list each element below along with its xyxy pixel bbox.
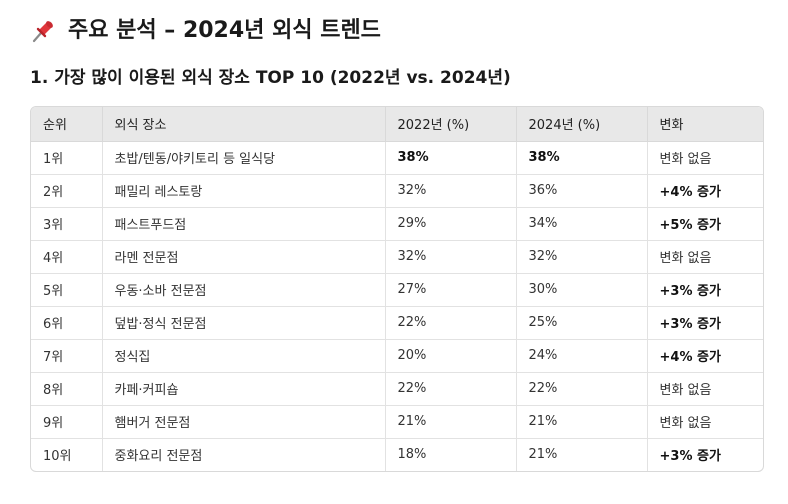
cell-rank: 8위 — [31, 372, 103, 406]
page-title-text: 주요 분석 – 2024년 외식 트렌드 — [68, 18, 381, 43]
cell-2024: 36% — [516, 174, 648, 208]
cell-place: 패스트푸드점 — [102, 207, 386, 241]
cell-place: 덮밥·정식 전문점 — [102, 306, 386, 340]
cell-2022: 38% — [385, 141, 517, 175]
cell-rank: 7위 — [31, 339, 103, 373]
cell-change: +3% 증가 — [659, 449, 721, 465]
cell-place: 햄버거 전문점 — [102, 405, 386, 439]
cell-place: 우동·소바 전문점 — [102, 273, 386, 307]
table-row: 10위 중화요리 전문점 18% 21% +3% 증가 — [31, 438, 763, 471]
table-row: 7위 정식집 20% 24% +4% 증가 — [31, 339, 763, 373]
header-rank: 순위 — [31, 107, 103, 142]
cell-2024: 25% — [516, 306, 648, 340]
table-row: 5위 우동·소바 전문점 27% 30% +3% 증가 — [31, 273, 763, 307]
cell-2024: 34% — [516, 207, 648, 241]
cell-rank: 10위 — [31, 438, 103, 471]
cell-2022: 22% — [385, 372, 517, 406]
cell-rank: 6위 — [31, 306, 103, 340]
cell-place: 카페·커피숍 — [102, 372, 386, 406]
cell-place: 초밥/텐동/야키토리 등 일식당 — [102, 141, 386, 175]
header-2022: 2022년 (%) — [385, 107, 517, 142]
cell-2024: 21% — [516, 438, 648, 471]
cell-rank: 3위 — [31, 207, 103, 241]
table-row: 6위 덮밥·정식 전문점 22% 25% +3% 증가 — [31, 306, 763, 340]
cell-rank: 4위 — [31, 240, 103, 274]
cell-place: 정식집 — [102, 339, 386, 373]
pushpin-icon — [30, 18, 56, 44]
cell-2024: 32% — [516, 240, 648, 274]
table-body: 1위 초밥/텐동/야키토리 등 일식당 38% 38% 변화 없음 2위 패밀리 레스토랑 3… — [31, 141, 763, 471]
cell-2022: 32% — [385, 174, 517, 208]
cell-change: 변화 없음 — [647, 240, 763, 274]
cell-change: 변화 없음 — [647, 372, 763, 406]
cell-rank: 2위 — [31, 174, 103, 208]
table-header-row: 순위 외식 장소 2022년 (%) 2024년 (%) 변화 — [31, 107, 763, 142]
cell-2022: 18% — [385, 438, 517, 471]
cell-2022: 29% — [385, 207, 517, 241]
cell-2022: 21% — [385, 405, 517, 439]
cell-place: 패밀리 레스토랑 — [102, 174, 386, 208]
cell-change: +3% 증가 — [647, 273, 763, 307]
page-title: 주요 분석 – 2024년 외식 트렌드 — [30, 14, 381, 48]
cell-rank: 5위 — [31, 273, 103, 307]
table-row: 4위 라멘 전문점 32% 32% 변화 없음 — [31, 240, 763, 274]
cell-2024: 24% — [516, 339, 648, 373]
section-title: 1. 가장 많이 이용된 외식 장소 TOP 10 (2022년 vs. 202… — [30, 68, 511, 88]
cell-change: +4% 증가 — [647, 339, 763, 373]
ranking-table: 순위 외식 장소 2022년 (%) 2024년 (%) 변화 1위 초밥/텐동/… — [30, 106, 764, 472]
cell-2022: 27% — [385, 273, 517, 307]
cell-2022: 22% — [385, 306, 517, 340]
cell-2022: 20% — [385, 339, 517, 373]
table-row: 3위 패스트푸드점 29% 34% +5% 증가 — [31, 207, 763, 241]
cell-2024: 21% — [516, 405, 648, 439]
cell-rank: 1위 — [31, 141, 103, 175]
cell-change: 변화 없음 — [647, 405, 763, 439]
table-row: 1위 초밥/텐동/야키토리 등 일식당 38% 38% 변화 없음 — [31, 141, 763, 175]
header-change: 변화 — [647, 107, 763, 142]
table-row: 9위 햄버거 전문점 21% 21% 변화 없음 — [31, 405, 763, 439]
cell-change: +4% 증가 — [647, 174, 763, 208]
cell-change: 변화 없음 — [647, 141, 763, 175]
cell-place: 중화요리 전문점 — [102, 438, 386, 471]
header-2024: 2024년 (%) — [516, 107, 648, 142]
cell-change: +5% 증가 — [647, 207, 763, 241]
cell-2024: 38% — [516, 141, 648, 175]
cell-2024: 22% — [516, 372, 648, 406]
table-row: 8위 카페·커피숍 22% 22% 변화 없음 — [31, 372, 763, 406]
cell-change: +3% 증가 — [647, 306, 763, 340]
table-row: 2위 패밀리 레스토랑 32% 36% +4% 증가 — [31, 174, 763, 208]
cell-rank: 9위 — [31, 405, 103, 439]
cell-2022: 32% — [385, 240, 517, 274]
cell-place: 라멘 전문점 — [102, 240, 386, 274]
cell-2024: 30% — [516, 273, 648, 307]
header-place: 외식 장소 — [102, 107, 386, 142]
